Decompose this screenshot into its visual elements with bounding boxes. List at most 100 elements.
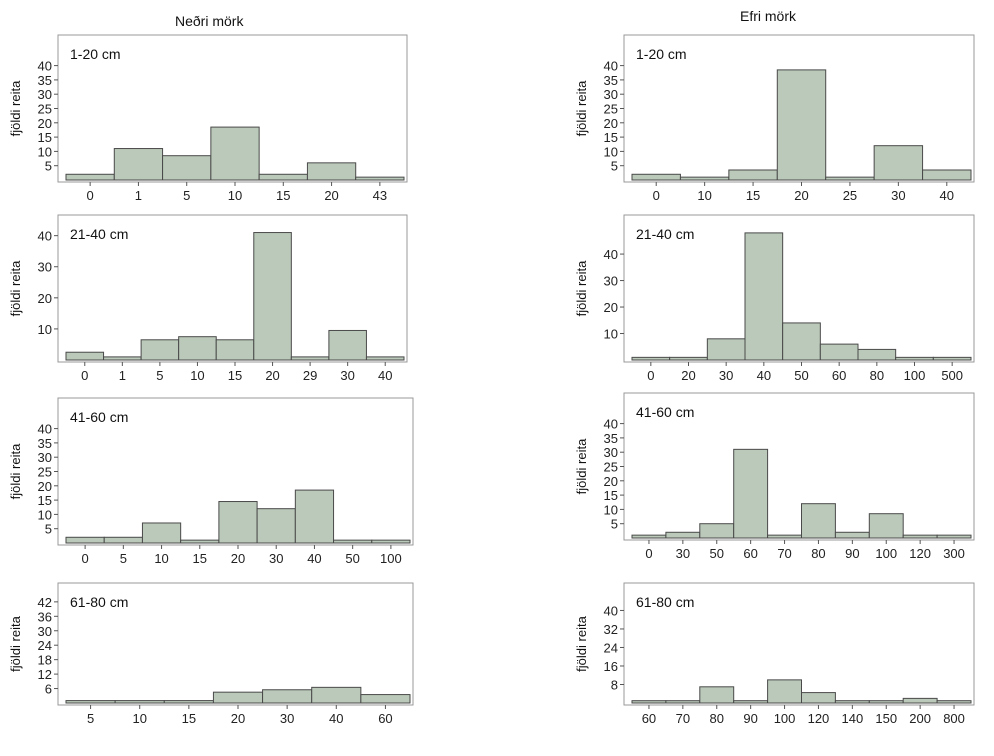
x-tick-label: 100 [904,368,926,383]
x-tick-label: 120 [808,711,830,726]
y-tick-label: 30 [604,87,618,102]
y-tick-label: 30 [604,445,618,460]
x-tick-label: 20 [231,711,245,726]
y-tick-label: 40 [38,422,52,437]
bar [834,531,870,539]
bar [873,145,924,181]
x-tick-label: 0 [647,368,654,383]
y-tick-label: 40 [38,229,52,244]
x-tick-label: 10 [154,551,168,566]
x-tick-label: 5 [156,368,163,383]
y-tick-label: 5 [611,517,618,532]
x-tick-label: 30 [891,188,905,203]
y-tick-label: 10 [604,502,618,517]
y-tick-label: 30 [38,624,52,639]
x-tick-label: 80 [710,711,724,726]
x-tick-label: 80 [811,546,825,561]
panel-title: 41-60 cm [636,404,694,420]
panel-title: 21-40 cm [70,226,128,242]
bar [328,329,367,361]
bar [333,539,373,544]
x-tick-label: 60 [832,368,846,383]
y-axis-label: fjöldi reita [574,438,589,494]
bar [936,700,972,704]
y-axis-label: fjöldi reita [574,260,589,316]
x-tick-label: 40 [329,711,343,726]
y-axis-label: fjöldi reita [8,615,23,671]
x-tick-label: 60 [378,711,392,726]
x-tick-label: 1 [119,368,126,383]
x-tick-label: 0 [645,546,652,561]
x-tick-label: 5 [120,551,127,566]
x-tick-label: 15 [182,711,196,726]
y-tick-label: 8 [611,677,618,692]
x-tick-label: 30 [340,368,354,383]
x-tick-label: 29 [303,368,317,383]
bar [819,343,859,361]
x-tick-label: 100 [774,711,796,726]
bar [360,694,411,704]
x-tick-label: 0 [81,368,88,383]
chart-panel-8: 8 16 24 32 40 fjöldi reita 61-80 cm 60 70 80 90 100… [574,582,975,726]
x-tick-label: 60 [642,711,656,726]
y-axis-label: fjöldi reita [8,260,23,316]
bar [665,531,701,539]
y-tick-label: 16 [604,659,618,674]
x-tick-label: 30 [719,368,733,383]
x-tick-label: 10 [132,711,146,726]
bar [868,700,904,704]
y-tick-label: 36 [38,609,52,624]
x-tick-label: 90 [845,546,859,561]
y-tick-label: 40 [38,59,52,74]
y-tick-label: 30 [38,260,52,275]
y-axis: 8 16 24 32 40 [604,603,624,692]
bar [669,356,708,361]
chart-panel-4: 10 20 30 40 fjöldi reita 21-40 cm 0 20 30 40 50 60 8… [574,214,975,383]
bar [256,508,296,544]
x-tick-label: 500 [941,368,963,383]
bar [932,356,972,361]
bar [180,539,220,544]
x-tick-label: 40 [757,368,771,383]
bar [365,356,405,361]
x-tick-label: 200 [909,711,931,726]
y-tick-label: 40 [604,417,618,432]
bar [936,534,972,539]
bar [65,536,105,544]
bar [162,155,212,181]
x-tick-label: 0 [87,188,94,203]
x-tick-label: 15 [193,551,207,566]
x-tick-label: 80 [870,368,884,383]
y-tick-label: 32 [604,622,618,637]
y-tick-label: 10 [604,144,618,159]
bar [290,356,330,361]
y-tick-label: 30 [38,87,52,102]
bar [631,534,667,539]
y-axis-label: fjöldi reita [8,80,23,136]
y-tick-label: 35 [604,73,618,88]
x-tick-label: 1 [135,188,142,203]
x-tick-label: 20 [231,551,245,566]
x-tick-label: 70 [676,711,690,726]
x-tick-label: 20 [681,368,695,383]
panel-title: 41-60 cm [70,409,128,425]
x-tick-label: 300 [943,546,965,561]
x-tick-label: 50 [345,551,359,566]
x-tick-label: 40 [940,188,954,203]
bar [253,232,292,361]
x-tick-label: 30 [269,551,283,566]
y-axis: 10 20 30 40 [604,247,624,342]
x-tick-label: 0 [81,551,88,566]
y-tick-label: 24 [38,638,52,653]
bar [103,356,142,361]
bar [631,356,671,361]
bar [767,679,802,704]
plot-frame [623,582,975,706]
y-tick-label: 40 [604,603,618,618]
y-tick-label: 40 [604,59,618,74]
